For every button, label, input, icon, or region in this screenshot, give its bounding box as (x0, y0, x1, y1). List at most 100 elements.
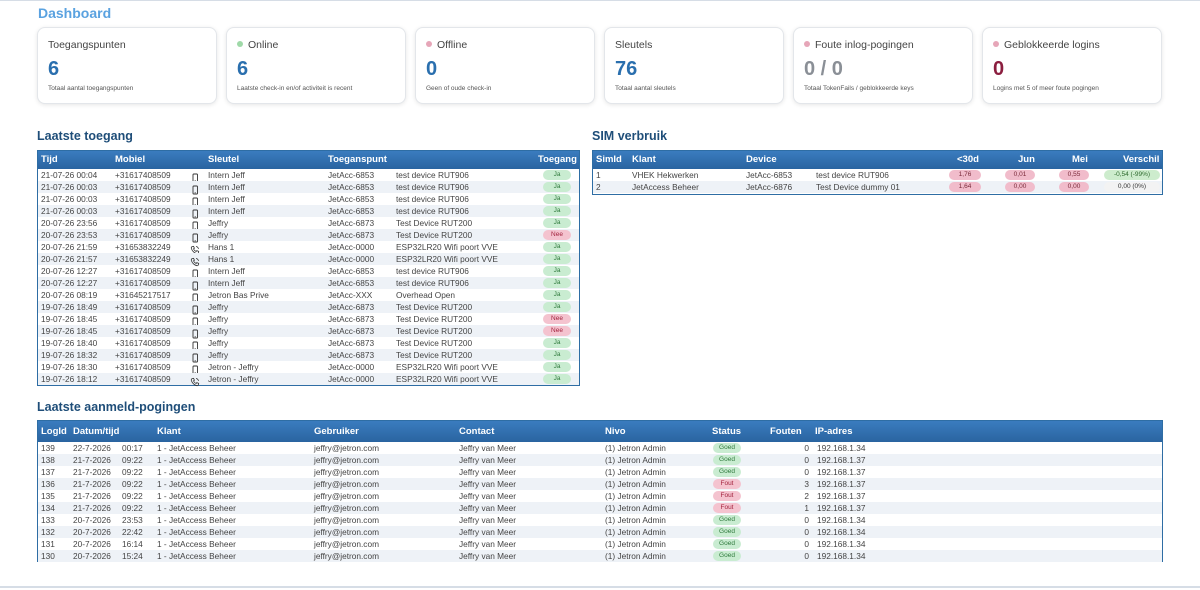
table-row[interactable]: 21-07-26 00:04 +31617408509 Intern Jeff Jet… (38, 169, 579, 183)
cell-sleutel: Jeffry (208, 302, 229, 312)
access-rows: 21-07-26 00:04 +31617408509 Intern Jeff Jet… (38, 169, 579, 387)
cell-klant: 1 - JetAccess Beheer (157, 455, 236, 465)
cell-tijd: 20-07-26 12:27 (41, 278, 98, 288)
phone-icon (190, 182, 200, 195)
table-row[interactable]: 1 VHEK Hekwerken JetAcc-6853 test device RU… (593, 169, 1162, 181)
table-row[interactable]: 137 21-7-2026 09:22 1 - JetAccess Beheer jef… (38, 466, 1162, 478)
table-row[interactable]: 20-07-26 21:59 +31653832249 Hans 1 JetAcc-0… (38, 241, 579, 255)
table-row[interactable]: 136 21-7-2026 09:22 1 - JetAccess Beheer jef… (38, 478, 1162, 490)
col-mobiel[interactable]: Mobiel (115, 154, 146, 165)
table-row[interactable]: 19-07-26 18:45 +31617408509 Jeffry JetAcc-6… (38, 313, 579, 327)
table-row[interactable]: 19-07-26 18:32 +31617408509 Jeffry JetAcc-6… (38, 349, 579, 363)
phone-link[interactable]: +31617408509 (115, 302, 171, 312)
table-row[interactable]: 134 21-7-2026 09:22 1 - JetAccess Beheer jef… (38, 502, 1162, 514)
col-status[interactable]: Status (712, 426, 742, 437)
access-badge: Ja (543, 350, 571, 360)
phone-link[interactable]: +31617408509 (115, 266, 171, 276)
status-dot-icon (993, 41, 999, 47)
cell-tijd: 20-07-26 08:19 (41, 290, 98, 300)
phone-link[interactable]: +31617408509 (115, 314, 171, 324)
table-row[interactable]: 19-07-26 18:45 +31617408509 Jeffry JetAcc-6… (38, 325, 579, 339)
table-row[interactable]: 2 JetAccess Beheer JetAcc-6876 Test Device … (593, 181, 1162, 193)
table-row[interactable]: 20-07-26 12:27 +31617408509 Intern Jeff Jet… (38, 277, 579, 291)
col-verschil[interactable]: Verschil (1123, 154, 1160, 165)
status-badge: Goed (713, 515, 741, 525)
table-row[interactable]: 135 21-7-2026 09:22 1 - JetAccess Beheer jef… (38, 490, 1162, 502)
access-badge: Ja (543, 374, 571, 384)
col-mei[interactable]: Mei (1072, 154, 1088, 165)
col-simid[interactable]: SimId (596, 154, 622, 165)
phone-icon (190, 218, 200, 231)
table-row[interactable]: 132 20-7-2026 22:42 1 - JetAccess Beheer jef… (38, 526, 1162, 538)
col-logid[interactable]: LogId (41, 426, 67, 437)
cell-device: test device RUT906 (396, 170, 469, 180)
table-row[interactable]: 19-07-26 18:49 +31617408509 Jeffry JetAcc-6… (38, 301, 579, 315)
table-row[interactable]: 20-07-26 23:56 +31617408509 Jeffry JetAcc-6… (38, 217, 579, 231)
table-row[interactable]: 19-07-26 18:12 +31617408509 Jetron - Jeffr… (38, 373, 579, 387)
phone-link[interactable]: +31617408509 (115, 182, 171, 192)
col-ip[interactable]: IP-adres (815, 426, 853, 437)
table-row[interactable]: 19-07-26 18:40 +31617408509 Jeffry JetAcc-6… (38, 337, 579, 351)
cell-tijd: 19-07-26 18:12 (41, 374, 98, 384)
phone-link[interactable]: +31617408509 (115, 350, 171, 360)
col-tijd[interactable]: Tijd (41, 154, 58, 165)
table-row[interactable]: 20-07-26 08:19 +31645217517 Jetron Bas Pri… (38, 289, 579, 303)
phone-link[interactable]: +31617408509 (115, 338, 171, 348)
cell-ip: 192.168.1.34 (817, 539, 866, 549)
table-row[interactable]: 20-07-26 12:27 +31617408509 Intern Jeff Jet… (38, 265, 579, 279)
table-row[interactable]: 133 20-7-2026 23:53 1 - JetAccess Beheer jef… (38, 514, 1162, 526)
phone-link[interactable]: +31617408509 (115, 218, 171, 228)
cell-sleutel: Intern Jeff (208, 170, 245, 180)
col-toeganspunt[interactable]: Toeganspunt (328, 154, 387, 165)
phone-link[interactable]: +31617408509 (115, 170, 171, 180)
col-klant[interactable]: Klant (157, 426, 181, 437)
phone-link[interactable]: +31653832249 (115, 242, 171, 252)
cell-nivo: (1) Jetron Admin (605, 467, 666, 477)
phone-link[interactable]: +31617408509 (115, 374, 171, 384)
col-nivo[interactable]: Nivo (605, 426, 626, 437)
table-row[interactable]: 131 20-7-2026 16:14 1 - JetAccess Beheer jef… (38, 538, 1162, 550)
cell-logid: 131 (41, 539, 55, 549)
col-toegang[interactable]: Toegang (538, 154, 577, 165)
col-30d[interactable]: <30d (957, 154, 979, 165)
summary-card: Offline 0 Geen of oude check-in (415, 27, 595, 104)
col-klant[interactable]: Klant (632, 154, 656, 165)
cell-ip: 192.168.1.37 (817, 503, 866, 513)
table-row[interactable]: 20-07-26 21:57 +31653832249 Hans 1 JetAcc-0… (38, 253, 579, 267)
col-contact[interactable]: Contact (459, 426, 495, 437)
phone-link[interactable]: +31617408509 (115, 326, 171, 336)
cell-contact: Jeffry van Meer (459, 443, 517, 453)
table-row[interactable]: 130 20-7-2026 15:24 1 - JetAccess Beheer jef… (38, 550, 1162, 562)
table-row[interactable]: 21-07-26 00:03 +31617408509 Intern Jeff Jet… (38, 193, 579, 207)
cell-fouten: 0 (804, 455, 809, 465)
phone-link[interactable]: +31617408509 (115, 230, 171, 240)
cell-fouten: 0 (804, 443, 809, 453)
cell-device: ESP32LR20 Wifi poort VVE (396, 242, 498, 252)
table-row[interactable]: 20-07-26 23:53 +31617408509 Jeffry JetAcc-6… (38, 229, 579, 243)
col-sleutel[interactable]: Sleutel (208, 154, 240, 165)
cell-ip: 192.168.1.37 (817, 455, 866, 465)
col-fouten[interactable]: Fouten (770, 426, 802, 437)
phone-link[interactable]: +31645217517 (115, 290, 171, 300)
phone-icon (190, 230, 200, 243)
table-row[interactable]: 138 21-7-2026 09:22 1 - JetAccess Beheer jef… (38, 454, 1162, 466)
col-datum[interactable]: Datum/tijd (73, 426, 120, 437)
cell-datum: 20-7-2026 (73, 551, 111, 561)
col-gebruiker[interactable]: Gebruiker (314, 426, 359, 437)
phone-link[interactable]: +31617408509 (115, 206, 171, 216)
phone-link[interactable]: +31653832249 (115, 254, 171, 264)
sim-table-header: SimId Klant Device <30d Jun Mei Verschil (593, 151, 1162, 169)
cell-contact: Jeffry van Meer (459, 515, 517, 525)
phone-link[interactable]: +31617408509 (115, 194, 171, 204)
table-row[interactable]: 21-07-26 00:03 +31617408509 Intern Jeff Jet… (38, 181, 579, 195)
cell-tijd: 20-07-26 12:27 (41, 266, 98, 276)
table-row[interactable]: 139 22-7-2026 00:17 1 - JetAccess Beheer jef… (38, 442, 1162, 454)
phone-link[interactable]: +31617408509 (115, 362, 171, 372)
table-row[interactable]: 19-07-26 18:30 +31617408509 Jetron - Jeffr… (38, 361, 579, 375)
col-device[interactable]: Device (746, 154, 777, 165)
col-jun[interactable]: Jun (1018, 154, 1035, 165)
table-row[interactable]: 21-07-26 00:03 +31617408509 Intern Jeff Jet… (38, 205, 579, 219)
card-title: Foute inlog-pogingen (804, 39, 914, 51)
cell-device: test device RUT906 (396, 182, 469, 192)
phone-link[interactable]: +31617408509 (115, 278, 171, 288)
